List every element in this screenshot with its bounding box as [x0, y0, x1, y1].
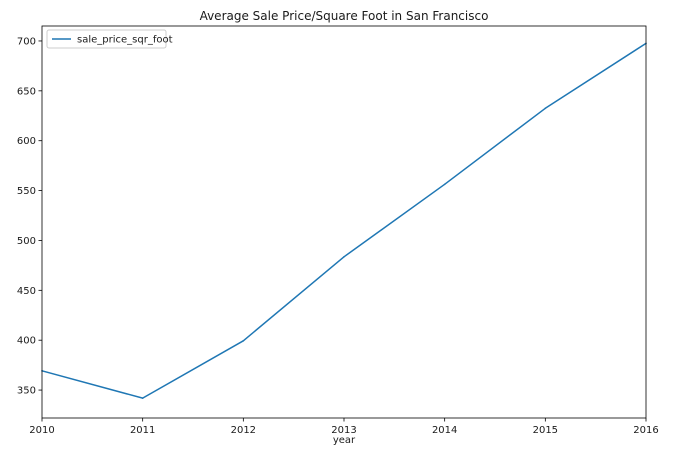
x-axis: 2010 2011 2012 2013 2014 2015 2016 [29, 418, 659, 436]
y-tick-label: 650 [17, 86, 36, 97]
x-tick-label: 2012 [231, 425, 256, 436]
y-tick-label: 400 [17, 336, 36, 347]
axes-frame [41, 25, 647, 419]
x-tick-label: 2010 [29, 425, 54, 436]
data-point-2012 [242, 339, 245, 342]
data-point-2013 [343, 256, 345, 258]
y-tick-label: 450 [17, 286, 36, 297]
y-tick-label: 350 [17, 386, 36, 397]
legend: sale_price_sqr_foot [46, 29, 173, 49]
data-point-2014 [443, 183, 446, 186]
y-tick-label: 550 [17, 186, 36, 197]
y-tick-label: 700 [17, 36, 36, 47]
plot-area [41, 25, 647, 419]
data-point-2011 [141, 397, 144, 399]
legend-box [46, 29, 167, 49]
x-tick-label: 2014 [432, 425, 457, 436]
series-line-0 [41, 42, 647, 399]
chart-title: Average Sale Price/Square Foot in San Fr… [200, 9, 489, 23]
y-tick-label: 500 [17, 236, 36, 247]
x-tick-label: 2015 [533, 425, 558, 436]
y-tick-label: 600 [17, 136, 36, 147]
x-axis-label: year [333, 435, 356, 446]
x-tick-label: 2013 [331, 425, 356, 436]
legend-label: sale_price_sqr_foot [77, 35, 173, 46]
data-point-2015 [544, 107, 547, 110]
x-tick-label: 2011 [130, 425, 155, 436]
x-tick-label: 2016 [633, 425, 658, 436]
y-axis: 350 400 450 500 550 600 650 700 [17, 36, 42, 397]
